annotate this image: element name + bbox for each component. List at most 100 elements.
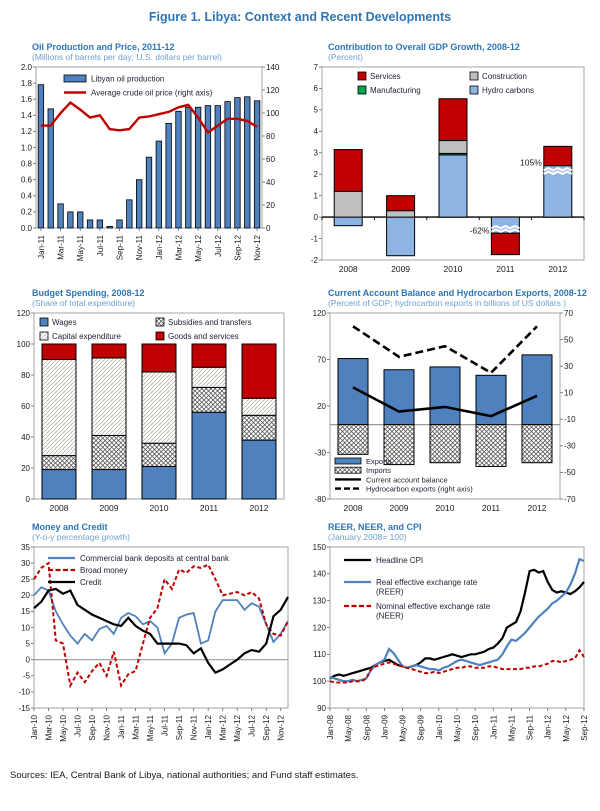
- svg-text:4: 4: [314, 127, 319, 136]
- trade-bars: [337, 354, 553, 467]
- svg-text:-70: -70: [564, 495, 576, 504]
- svg-text:-30: -30: [564, 442, 576, 451]
- svg-text:Sep-11: Sep-11: [116, 234, 125, 260]
- chart-title-money: Money and Credit: [32, 522, 108, 532]
- svg-text:Sep-10: Sep-10: [88, 714, 97, 740]
- svg-text:May-12: May-12: [233, 714, 242, 741]
- svg-text:10: 10: [564, 389, 573, 398]
- chart-title-budget: Budget Spending, 2008-12: [32, 288, 145, 298]
- svg-text:Jan-10: Jan-10: [435, 714, 444, 739]
- svg-text:-10: -10: [564, 415, 576, 424]
- svg-text:60: 60: [21, 402, 30, 411]
- svg-text:Construction: Construction: [482, 72, 527, 81]
- svg-text:Nov-10: Nov-10: [103, 714, 112, 740]
- svg-text:6: 6: [314, 84, 319, 93]
- svg-text:2010: 2010: [436, 503, 455, 513]
- svg-text:5: 5: [26, 639, 31, 648]
- svg-text:-2: -2: [311, 256, 319, 265]
- svg-text:-10: -10: [18, 688, 30, 697]
- svg-text:120: 120: [313, 310, 327, 318]
- svg-text:Capital expenditure: Capital expenditure: [52, 332, 121, 341]
- svg-text:1.0: 1.0: [21, 143, 33, 152]
- svg-text:120: 120: [266, 86, 280, 95]
- panel-current-account: Current Account Balance and Hydrocarbon …: [302, 286, 598, 520]
- svg-text:Current account balance: Current account balance: [366, 475, 448, 484]
- svg-text:80: 80: [21, 371, 30, 380]
- chart-title-oil: Oil Production and Price, 2011-12: [32, 42, 175, 52]
- svg-text:Commercial bank deposits at ce: Commercial bank deposits at central bank: [80, 554, 230, 563]
- svg-text:1.4: 1.4: [21, 111, 33, 120]
- svg-text:Goods and services: Goods and services: [168, 332, 239, 341]
- legend: Libyan oil production Average crude oil p…: [63, 75, 213, 98]
- svg-text:Nov-11: Nov-11: [190, 714, 199, 740]
- svg-text:120: 120: [17, 310, 31, 318]
- chart-title-reer: REER, NEER, and CPI: [328, 522, 422, 532]
- svg-text:Subsidies and transfers: Subsidies and transfers: [168, 318, 252, 327]
- line-right: [352, 325, 538, 375]
- svg-text:30: 30: [21, 559, 30, 568]
- svg-text:Jan-12: Jan-12: [204, 714, 213, 739]
- svg-text:-30: -30: [314, 448, 326, 457]
- svg-text:1.8: 1.8: [21, 79, 33, 88]
- svg-text:140: 140: [313, 570, 327, 579]
- oil-production-chart: 0.0 0.2 0.4 0.6 0.8 1.0 1.2 1.4 1.6 1.8 2.0 0 20 40 60…: [21, 64, 280, 262]
- svg-text:35: 35: [21, 544, 30, 552]
- svg-text:50: 50: [564, 335, 573, 344]
- svg-text:2012: 2012: [548, 264, 567, 274]
- svg-text:20: 20: [21, 591, 30, 600]
- series-line: [33, 586, 289, 656]
- svg-text:Exports: Exports: [366, 457, 392, 466]
- chart-title-cab: Current Account Balance and Hydrocarbon …: [328, 288, 587, 298]
- svg-text:Jul-11: Jul-11: [161, 714, 170, 736]
- svg-text:-5: -5: [23, 672, 31, 681]
- svg-text:Sep-08: Sep-08: [362, 714, 371, 740]
- stacked-bars: [41, 343, 277, 500]
- svg-text:2008: 2008: [339, 264, 358, 274]
- svg-text:Jan-08: Jan-08: [326, 714, 335, 739]
- money-credit-chart: -15 -10 -5 0 5 10 15 20 25 30 35 Jan-10 Mar-10 May-10…: [18, 544, 289, 742]
- svg-text:Mar-12: Mar-12: [219, 714, 228, 740]
- svg-text:Credit: Credit: [80, 578, 102, 587]
- svg-text:May-11: May-11: [76, 234, 85, 261]
- svg-text:May-10: May-10: [453, 714, 462, 741]
- svg-text:25: 25: [21, 575, 30, 584]
- svg-text:5: 5: [314, 106, 319, 115]
- production-bars: [37, 84, 261, 229]
- svg-text:2010: 2010: [150, 503, 169, 513]
- svg-text:-62%: -62%: [470, 225, 490, 235]
- svg-text:Wages: Wages: [52, 318, 77, 327]
- svg-text:0: 0: [26, 656, 31, 665]
- svg-text:70: 70: [317, 355, 326, 364]
- svg-text:2011: 2011: [482, 503, 501, 513]
- svg-text:1.2: 1.2: [21, 127, 33, 136]
- svg-text:-80: -80: [314, 495, 326, 504]
- series-line: [33, 561, 289, 689]
- svg-text:1.6: 1.6: [21, 95, 33, 104]
- svg-text:Imports: Imports: [366, 466, 391, 475]
- budget-spending-chart: 0 20 40 60 80 100 120 2008 2009 2010 2011 2012 Wages…: [17, 310, 285, 513]
- chart-title-gdp: Contribution to Overall GDP Growth, 2008…: [328, 42, 520, 52]
- svg-text:Jan-10: Jan-10: [30, 714, 39, 739]
- svg-text:Jul-12: Jul-12: [214, 234, 223, 256]
- svg-text:2011: 2011: [200, 503, 219, 513]
- svg-text:-50: -50: [564, 468, 576, 477]
- svg-text:May-08: May-08: [344, 714, 353, 741]
- legend: Services Construction Manufacturing Hydro c…: [357, 71, 534, 95]
- svg-text:100: 100: [266, 109, 280, 118]
- current-account-chart: -80 -30 20 70 120 -70 -50 -30 -10 10 30 50 70 2008 200…: [313, 310, 576, 513]
- oil-price-line: [40, 101, 258, 135]
- svg-text:60: 60: [266, 155, 275, 164]
- svg-text:2009: 2009: [100, 503, 119, 513]
- svg-text:40: 40: [266, 178, 275, 187]
- chart-subtitle-oil: (Millions of barrels per day; U.S. dolla…: [32, 52, 222, 62]
- svg-text:0.6: 0.6: [21, 176, 33, 185]
- svg-text:3: 3: [314, 149, 319, 158]
- svg-text:30: 30: [564, 362, 573, 371]
- svg-text:Jul-11: Jul-11: [96, 234, 105, 256]
- chart-subtitle-money: (Y-o-y percentage growth): [32, 532, 130, 542]
- svg-text:2009: 2009: [391, 264, 410, 274]
- svg-text:0.2: 0.2: [21, 208, 33, 217]
- svg-text:Hydrocarbon exports (right axi: Hydrocarbon exports (right axis): [366, 485, 473, 494]
- panel-reer-neer-cpi: REER, NEER, and CPI (January 2008= 100) …: [302, 520, 598, 762]
- svg-text:May-11: May-11: [146, 714, 155, 741]
